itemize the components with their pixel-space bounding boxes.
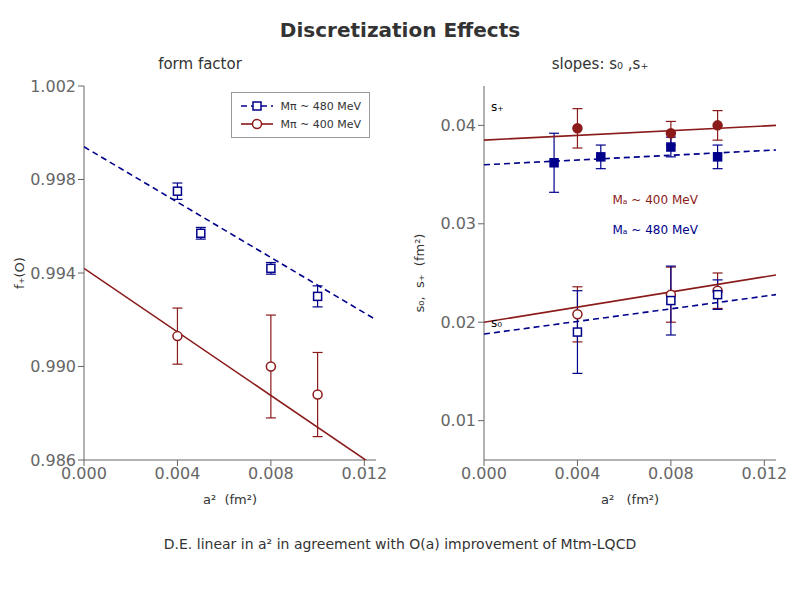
html-text:f₊(O): f₊(O)	[11, 257, 27, 289]
svg-text:0.004: 0.004	[555, 464, 601, 483]
svg-text:0.004: 0.004	[155, 464, 201, 483]
svg-text:0.03: 0.03	[440, 214, 476, 233]
html-text:form factor: form factor	[158, 55, 242, 73]
svg-text:0.01: 0.01	[440, 411, 476, 430]
html-text:a² (fm²): a² (fm²)	[203, 492, 257, 507]
html-text:Discretization Effects: Discretization Effects	[279, 18, 521, 42]
svg-text:0.990: 0.990	[30, 357, 76, 376]
html-text:slopes: s₀ ,s₊: slopes: s₀ ,s₊	[551, 55, 649, 73]
svg-text:s₀: s₀	[491, 316, 502, 330]
svg-text:0.02: 0.02	[440, 313, 476, 332]
svg-text:0.986: 0.986	[30, 451, 76, 470]
svg-text:0.012: 0.012	[741, 464, 787, 483]
svg-text:1.002: 1.002	[30, 77, 76, 96]
svg-text:Mₐ ~ 480 MeV: Mₐ ~ 480 MeV	[612, 223, 698, 237]
html-text:Mπ ~ 400 MeV: Mπ ~ 400 MeV	[280, 117, 361, 131]
svg-text:0.008: 0.008	[248, 464, 294, 483]
svg-text:0.012: 0.012	[341, 464, 387, 483]
svg-text:0.008: 0.008	[648, 464, 694, 483]
html-text:a² (fm²): a² (fm²)	[600, 492, 660, 507]
svg-text:0.998: 0.998	[30, 170, 76, 189]
html-text:Mπ ~ 480 MeV: Mπ ~ 480 MeV	[280, 99, 361, 113]
svg-text:0.04: 0.04	[440, 116, 476, 135]
html-text:D.E. linear in a² in agreement: D.E. linear in a² in agreement with O(a)…	[163, 536, 637, 552]
svg-text:Mₐ ~ 400 MeV: Mₐ ~ 400 MeV	[612, 193, 698, 207]
svg-text:0.000: 0.000	[461, 464, 507, 483]
html-text:s₀, s₊ (fm²): s₀, s₊ (fm²)	[411, 233, 427, 313]
svg-text:0.000: 0.000	[61, 464, 107, 484]
svg-text:0.994: 0.994	[30, 264, 76, 283]
svg-text:s₊: s₊	[491, 100, 504, 114]
